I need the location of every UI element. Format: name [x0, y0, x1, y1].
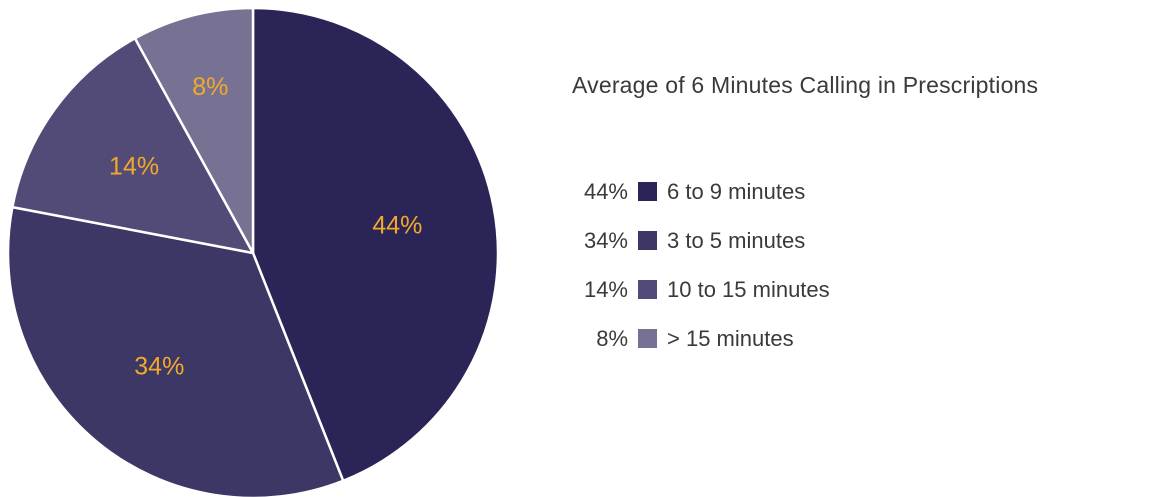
legend-label: > 15 minutes — [667, 325, 794, 351]
legend-item: 8% > 15 minutes — [560, 314, 830, 363]
pie-slice-44-percent — [251, 6, 500, 483]
legend-percent: 34% — [583, 227, 628, 253]
legend-label: 3 to 5 minutes — [667, 227, 806, 253]
pie-slice-8-percent — [133, 6, 255, 255]
legend-item: 34% 3 to 5 minutes — [560, 216, 830, 265]
legend-swatch — [638, 231, 657, 250]
chart-title: Average of 6 Minutes Calling in Prescrip… — [572, 72, 1039, 98]
slice-label-14-percent: 14% — [109, 153, 159, 181]
legend-percent: 8% — [596, 325, 628, 351]
legend-swatch — [638, 280, 657, 299]
legend-swatch — [638, 329, 657, 348]
legend-label: 6 to 9 minutes — [667, 178, 806, 204]
slice-label-8-percent: 8% — [192, 73, 228, 101]
legend-label: 10 to 15 minutes — [667, 276, 830, 302]
slice-label-34-percent: 34% — [134, 352, 184, 380]
slice-label-44-percent: 44% — [372, 211, 422, 239]
legend-item: 44% 6 to 9 minutes — [560, 167, 830, 216]
legend-percent: 44% — [583, 178, 628, 204]
legend-item: 14% 10 to 15 minutes — [560, 265, 830, 314]
legend: 44% 6 to 9 minutes 34% 3 to 5 minutes 14% 10 … — [560, 167, 830, 363]
legend-swatch — [638, 182, 657, 201]
pie-slice-14-percent — [11, 37, 255, 255]
legend-percent: 14% — [583, 276, 628, 302]
